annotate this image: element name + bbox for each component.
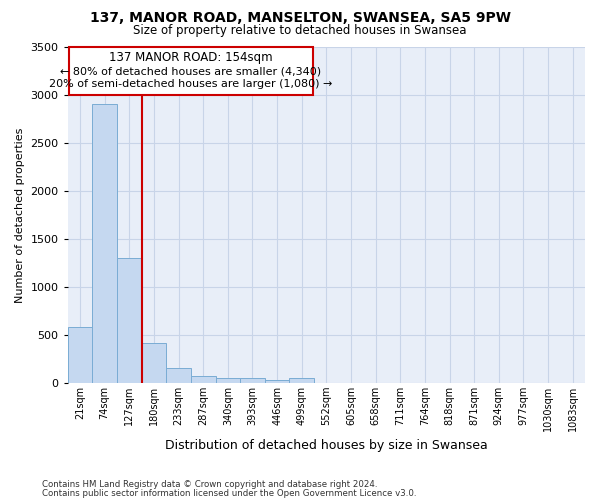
Bar bbox=[240, 378, 265, 383]
Bar bbox=[265, 380, 289, 383]
Text: Contains HM Land Registry data © Crown copyright and database right 2024.: Contains HM Land Registry data © Crown c… bbox=[42, 480, 377, 489]
Text: 137 MANOR ROAD: 154sqm: 137 MANOR ROAD: 154sqm bbox=[109, 52, 272, 64]
Text: 20% of semi-detached houses are larger (1,080) →: 20% of semi-detached houses are larger (… bbox=[49, 79, 332, 89]
Bar bbox=[166, 368, 191, 383]
Bar bbox=[215, 378, 240, 383]
Text: 137, MANOR ROAD, MANSELTON, SWANSEA, SA5 9PW: 137, MANOR ROAD, MANSELTON, SWANSEA, SA5… bbox=[89, 12, 511, 26]
Bar bbox=[117, 258, 142, 383]
Bar bbox=[191, 376, 215, 383]
Bar bbox=[92, 104, 117, 383]
FancyBboxPatch shape bbox=[69, 48, 313, 94]
Bar bbox=[142, 342, 166, 383]
Text: ← 80% of detached houses are smaller (4,340): ← 80% of detached houses are smaller (4,… bbox=[61, 66, 322, 76]
Y-axis label: Number of detached properties: Number of detached properties bbox=[15, 127, 25, 302]
Bar bbox=[289, 378, 314, 383]
Text: Contains public sector information licensed under the Open Government Licence v3: Contains public sector information licen… bbox=[42, 488, 416, 498]
Bar bbox=[68, 328, 92, 383]
Text: Size of property relative to detached houses in Swansea: Size of property relative to detached ho… bbox=[133, 24, 467, 37]
X-axis label: Distribution of detached houses by size in Swansea: Distribution of detached houses by size … bbox=[165, 440, 488, 452]
